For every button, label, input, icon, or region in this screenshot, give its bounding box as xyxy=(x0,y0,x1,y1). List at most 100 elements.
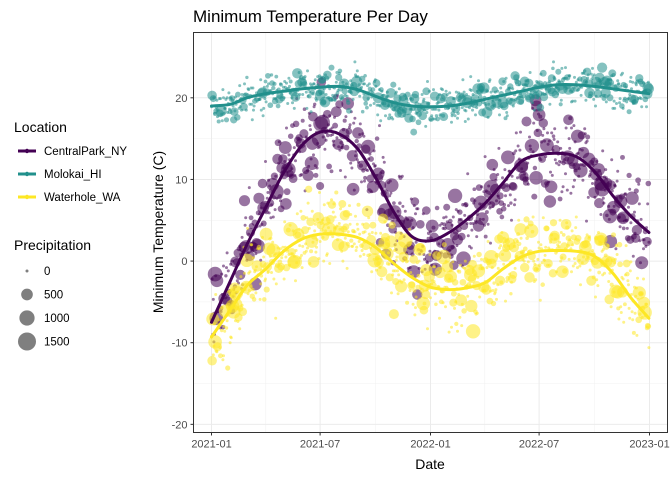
data-point xyxy=(499,86,503,90)
data-point xyxy=(489,289,492,293)
data-point xyxy=(615,179,619,183)
x-tick-label: 2021-01 xyxy=(191,439,231,451)
data-point xyxy=(523,246,528,252)
data-point xyxy=(363,230,367,234)
data-point xyxy=(513,266,517,270)
data-point xyxy=(619,305,623,309)
data-point xyxy=(511,87,515,91)
data-point xyxy=(533,278,538,282)
data-point xyxy=(483,223,486,227)
data-point xyxy=(408,227,411,231)
data-point xyxy=(570,270,573,274)
data-point xyxy=(308,124,312,128)
data-point xyxy=(502,236,506,240)
data-point xyxy=(544,225,550,232)
data-point xyxy=(613,257,617,261)
data-point xyxy=(263,97,267,101)
data-point xyxy=(338,199,347,208)
data-point xyxy=(631,330,636,335)
data-point xyxy=(526,260,530,264)
data-point xyxy=(384,178,399,193)
data-point xyxy=(433,292,437,296)
data-point xyxy=(631,224,643,236)
data-point xyxy=(332,122,339,129)
data-point xyxy=(292,120,300,128)
data-point xyxy=(409,115,416,123)
data-point xyxy=(238,307,248,317)
data-point xyxy=(287,153,291,157)
data-point xyxy=(583,127,587,131)
data-point xyxy=(355,158,359,162)
data-point xyxy=(322,259,326,263)
data-point xyxy=(213,322,216,326)
data-point xyxy=(247,88,251,92)
data-point xyxy=(571,243,575,247)
data-point xyxy=(522,86,526,90)
data-point xyxy=(413,313,417,317)
data-point xyxy=(549,219,558,227)
data-point xyxy=(642,236,652,247)
data-point xyxy=(558,102,563,107)
data-point xyxy=(409,255,419,264)
smooth-line-CentralPark_NY xyxy=(210,129,651,324)
data-point xyxy=(270,203,273,207)
data-point xyxy=(645,302,648,306)
data-point xyxy=(573,262,577,265)
data-point xyxy=(540,261,544,265)
data-point xyxy=(456,111,460,115)
data-point xyxy=(646,80,650,84)
data-point xyxy=(301,81,308,87)
data-point xyxy=(517,83,521,87)
data-point xyxy=(496,266,500,270)
data-point xyxy=(558,218,562,222)
smooth-line-Molokai_HI xyxy=(210,82,651,109)
data-point xyxy=(409,271,413,274)
data-point xyxy=(338,227,342,231)
data-point xyxy=(624,244,628,248)
data-point xyxy=(306,246,309,250)
data-point xyxy=(491,204,495,208)
data-point xyxy=(606,244,610,248)
data-point xyxy=(567,137,571,141)
data-point xyxy=(252,104,256,108)
data-point xyxy=(625,271,630,277)
data-point xyxy=(211,353,215,357)
data-point xyxy=(262,85,266,89)
data-point xyxy=(571,99,575,103)
data-point xyxy=(543,253,547,257)
data-point xyxy=(265,196,269,200)
data-point xyxy=(414,306,417,310)
data-point xyxy=(363,175,368,180)
data-point xyxy=(301,244,305,248)
data-point xyxy=(307,256,320,268)
data-point xyxy=(639,97,643,101)
data-point xyxy=(505,184,509,188)
data-point xyxy=(346,100,351,105)
data-point xyxy=(358,122,362,126)
data-point xyxy=(538,155,546,163)
data-point xyxy=(427,89,431,93)
data-point xyxy=(380,169,385,175)
data-point xyxy=(300,118,305,123)
data-point xyxy=(323,147,327,151)
data-point xyxy=(601,149,605,153)
data-point xyxy=(448,91,452,95)
data-point xyxy=(469,222,473,225)
data-point xyxy=(466,117,470,121)
data-point xyxy=(318,145,321,149)
data-point xyxy=(463,259,467,263)
data-point xyxy=(447,330,451,334)
data-point xyxy=(465,324,481,339)
data-point xyxy=(235,290,239,294)
data-point xyxy=(420,93,424,96)
data-point xyxy=(458,315,462,319)
data-point xyxy=(246,292,250,296)
data-point xyxy=(443,98,447,102)
data-point xyxy=(507,204,510,208)
data-point xyxy=(501,150,515,165)
data-point xyxy=(235,279,239,283)
data-point xyxy=(305,216,309,220)
data-point xyxy=(578,264,582,268)
data-point xyxy=(380,89,384,93)
data-point xyxy=(262,297,267,302)
